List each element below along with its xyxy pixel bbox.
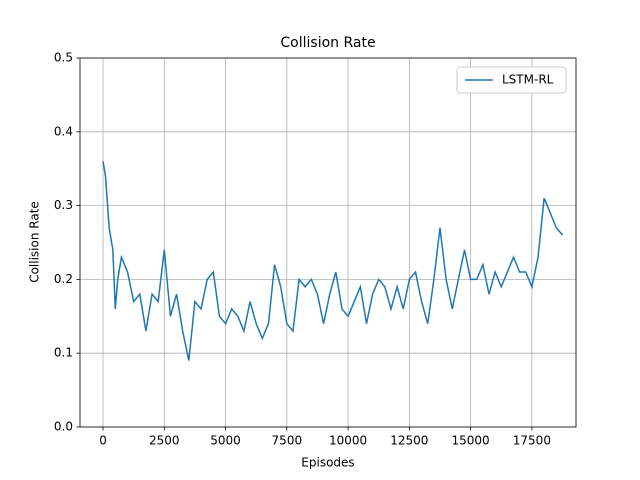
x-tick-label: 15000: [452, 434, 490, 448]
y-tick-label: 0.1: [54, 346, 73, 360]
x-tick-label: 17500: [513, 434, 551, 448]
x-tick-label: 10000: [329, 434, 367, 448]
chart-title: Collision Rate: [280, 35, 375, 51]
y-tick-label: 0.3: [54, 198, 73, 212]
x-axis-label: Episodes: [301, 456, 354, 470]
x-tick-label: 5000: [210, 434, 241, 448]
legend-label: LSTM-RL: [502, 73, 554, 87]
y-tick-label: 0.0: [54, 420, 73, 434]
y-tick-label: 0.2: [54, 272, 73, 286]
y-tick-label: 0.5: [54, 51, 73, 65]
y-tick-label: 0.4: [54, 124, 73, 138]
x-tick-label: 7500: [272, 434, 303, 448]
plot-frame: [79, 57, 577, 428]
line-series: [102, 161, 564, 361]
x-tick-label: 2500: [149, 434, 180, 448]
legend-box: [456, 66, 567, 94]
x-tick-label: 12500: [390, 434, 428, 448]
y-axis-label: Collision Rate: [28, 201, 42, 283]
x-tick-label: 0: [99, 434, 107, 448]
